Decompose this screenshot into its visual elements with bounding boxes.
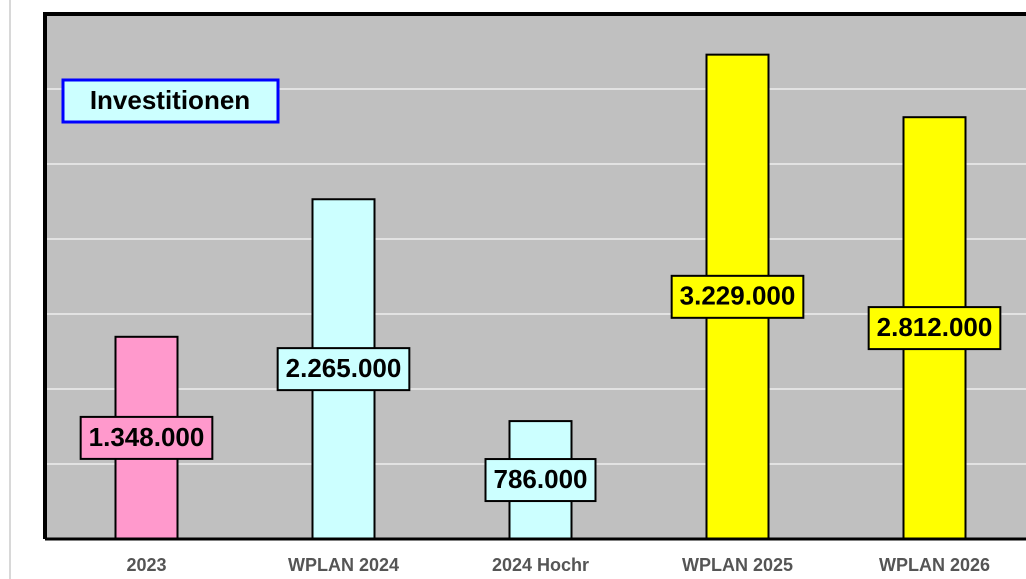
value-label: 3.229.000 — [680, 281, 796, 311]
value-label: 2.812.000 — [877, 312, 993, 342]
value-label-box — [867, 306, 1002, 351]
value-label: 1.348.000 — [89, 422, 205, 452]
labels: 2023 1.348.000 WPLAN 2024 2.265.000 2024 Hoc… — [79, 274, 1002, 575]
value-label-box — [276, 347, 411, 392]
title-box — [61, 78, 280, 124]
value-label: 786.000 — [494, 464, 588, 494]
plot-border — [43, 12, 1026, 539]
value-label-box — [484, 458, 597, 503]
x-tick-label: WPLAN 2026 — [879, 555, 990, 575]
x-tick-label: WPLAN 2025 — [682, 555, 793, 575]
x-tick-label: 2023 — [126, 555, 166, 575]
chart-title: Investitionen — [90, 85, 250, 115]
x-tick-label: WPLAN 2024 — [288, 555, 399, 575]
value-label-box — [79, 415, 214, 460]
x-tick-label: 2024 Hochr — [492, 555, 589, 575]
value-label: 2.265.000 — [286, 353, 402, 383]
value-label-box — [670, 274, 805, 319]
